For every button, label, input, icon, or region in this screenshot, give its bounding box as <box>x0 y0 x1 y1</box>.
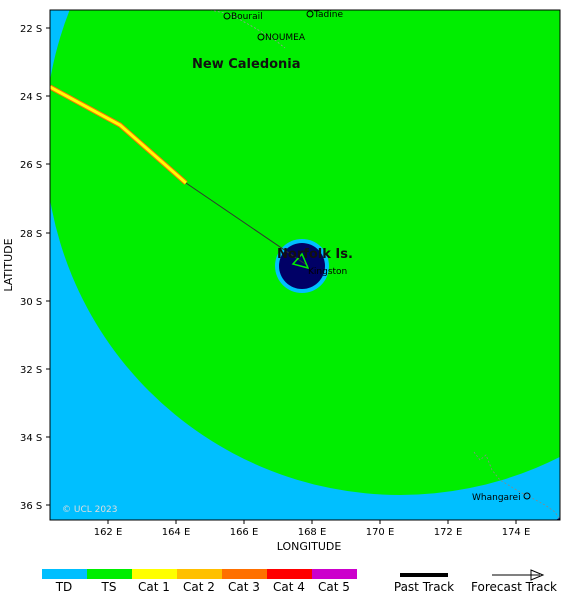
kingston-label: Kingston <box>308 267 347 277</box>
lat-axis-title: LATITUDE <box>2 238 15 291</box>
lon-axis-title: LONGITUDE <box>277 540 342 553</box>
legend-label-cat5: Cat 5 <box>318 580 350 594</box>
legend-swatch-cat4 <box>267 569 312 579</box>
bourail-label: Bourail <box>231 12 263 22</box>
tadine-label: Tadine <box>313 10 343 20</box>
forecast-arrow-head <box>291 252 310 270</box>
lat-tick-label: 28 S <box>20 229 42 240</box>
lon-tick-label: 164 E <box>162 527 191 538</box>
legend-swatch-cat2 <box>177 569 222 579</box>
legend-swatch-cat1 <box>132 569 177 579</box>
lat-axis: 22 S 24 S 26 S 28 S 30 S 32 S 34 S 36 S … <box>2 24 50 512</box>
lon-tick-label: 166 E <box>230 527 259 538</box>
legend-label-cat4: Cat 4 <box>273 580 305 594</box>
plot-border <box>49 9 561 521</box>
past-track-line-inner <box>50 85 187 185</box>
lat-tick-label: 26 S <box>20 160 42 171</box>
tadine-marker <box>306 10 314 18</box>
bourail-marker <box>223 12 231 20</box>
legend-swatch-ts <box>87 569 132 579</box>
legend-swatch-td <box>42 569 87 579</box>
norfolk-label: Norfolk Is. <box>277 247 353 262</box>
forecast-track-line <box>185 182 309 267</box>
lat-tick-label: 32 S <box>20 365 42 376</box>
lon-tick-label: 170 E <box>366 527 395 538</box>
lon-tick-label: 162 E <box>94 527 123 538</box>
legend-label-cat3: Cat 3 <box>228 580 260 594</box>
lat-tick-label: 36 S <box>20 501 42 512</box>
past-track-legend-label: Past Track <box>394 580 454 594</box>
forecast-track-legend-label: Forecast Track <box>471 580 557 594</box>
noumea-marker <box>257 33 265 41</box>
lon-tick-label: 172 E <box>434 527 463 538</box>
category-legend: TD TS Cat 1 Cat 2 Cat 3 Cat 4 Cat 5 Past… <box>42 569 557 594</box>
legend-swatch-cat3 <box>222 569 267 579</box>
new-caledonia-coast <box>209 10 286 49</box>
lon-axis: 162 E 164 E 166 E 168 E 170 E 172 E 174 … <box>94 520 531 553</box>
noumea-label: NOUMEA <box>265 33 306 43</box>
lon-tick-label: 168 E <box>298 527 327 538</box>
forecast-track-legend-arrow <box>530 569 545 581</box>
lat-tick-label: 24 S <box>20 92 42 103</box>
legend-swatch-cat5 <box>312 569 357 579</box>
legend-label-td: TD <box>55 580 73 594</box>
legend-label-ts: TS <box>101 580 117 594</box>
lat-tick-label: 34 S <box>20 433 42 444</box>
place-labels: Bourail Tadine NOUMEA New Caledonia Norf… <box>62 10 531 515</box>
new-caledonia-label: New Caledonia <box>192 57 301 72</box>
legend-label-cat2: Cat 2 <box>183 580 215 594</box>
lon-tick-label: 174 E <box>502 527 531 538</box>
whangarei-label: Whangarei <box>472 493 521 503</box>
credit-label: © UCL 2023 <box>62 505 118 515</box>
lat-tick-label: 30 S <box>20 297 42 308</box>
lat-tick-label: 22 S <box>20 24 42 35</box>
legend-label-cat1: Cat 1 <box>138 580 170 594</box>
whangarei-marker <box>523 492 531 500</box>
